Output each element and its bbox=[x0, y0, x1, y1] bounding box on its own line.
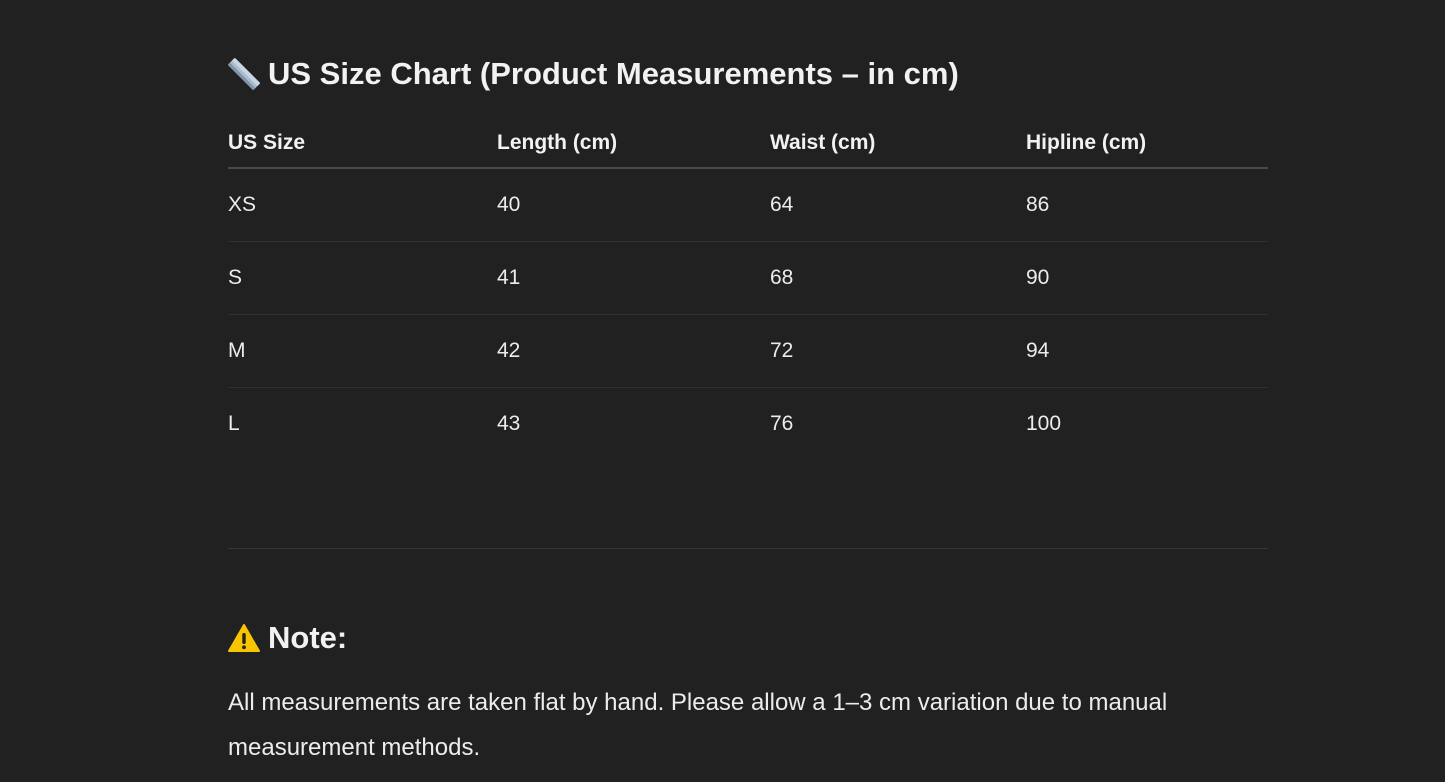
warning-icon bbox=[228, 622, 260, 654]
size-chart-table: US Size Length (cm) Waist (cm) Hipline (… bbox=[228, 118, 1268, 460]
table-header-row: US Size Length (cm) Waist (cm) Hipline (… bbox=[228, 118, 1268, 169]
table-cell: S bbox=[228, 241, 497, 315]
column-header: Length (cm) bbox=[497, 118, 770, 169]
column-header: Waist (cm) bbox=[770, 118, 1026, 169]
ruler-icon bbox=[227, 57, 261, 91]
table-row: M 42 72 94 bbox=[228, 314, 1268, 388]
table-row: XS 40 64 86 bbox=[228, 168, 1268, 242]
table-cell: XS bbox=[228, 168, 497, 242]
size-chart-heading: US Size Chart (Product Measurements – in… bbox=[227, 56, 959, 92]
table-cell: 40 bbox=[497, 168, 770, 242]
divider bbox=[228, 548, 1268, 549]
table-row: L 43 76 100 bbox=[228, 388, 1268, 461]
table-cell: 100 bbox=[1026, 412, 1062, 435]
table-cell: 41 bbox=[497, 241, 770, 315]
table-cell: 72 bbox=[770, 314, 1026, 388]
note-heading: Note: bbox=[228, 620, 347, 656]
table-cell: 68 bbox=[770, 241, 1026, 315]
table-cell: 90 bbox=[1026, 241, 1268, 315]
table-cell: M bbox=[228, 314, 497, 388]
note-text: All measurements are taken flat by hand.… bbox=[228, 689, 1168, 761]
table-cell: L bbox=[228, 412, 240, 435]
table-cell: 42 bbox=[497, 314, 770, 388]
column-header: US Size bbox=[228, 118, 497, 169]
column-header: Hipline (cm) bbox=[1026, 118, 1268, 169]
size-chart-title: US Size Chart (Product Measurements – in… bbox=[268, 56, 959, 91]
table-cell: 86 bbox=[1026, 168, 1268, 242]
table-cell: 94 bbox=[1026, 314, 1268, 388]
table-cell: 76 bbox=[770, 412, 794, 435]
note-title: Note: bbox=[268, 620, 348, 655]
table-cell: 43 bbox=[497, 412, 521, 435]
table-row: S 41 68 90 bbox=[228, 241, 1268, 315]
table-cell: 64 bbox=[770, 168, 1026, 242]
